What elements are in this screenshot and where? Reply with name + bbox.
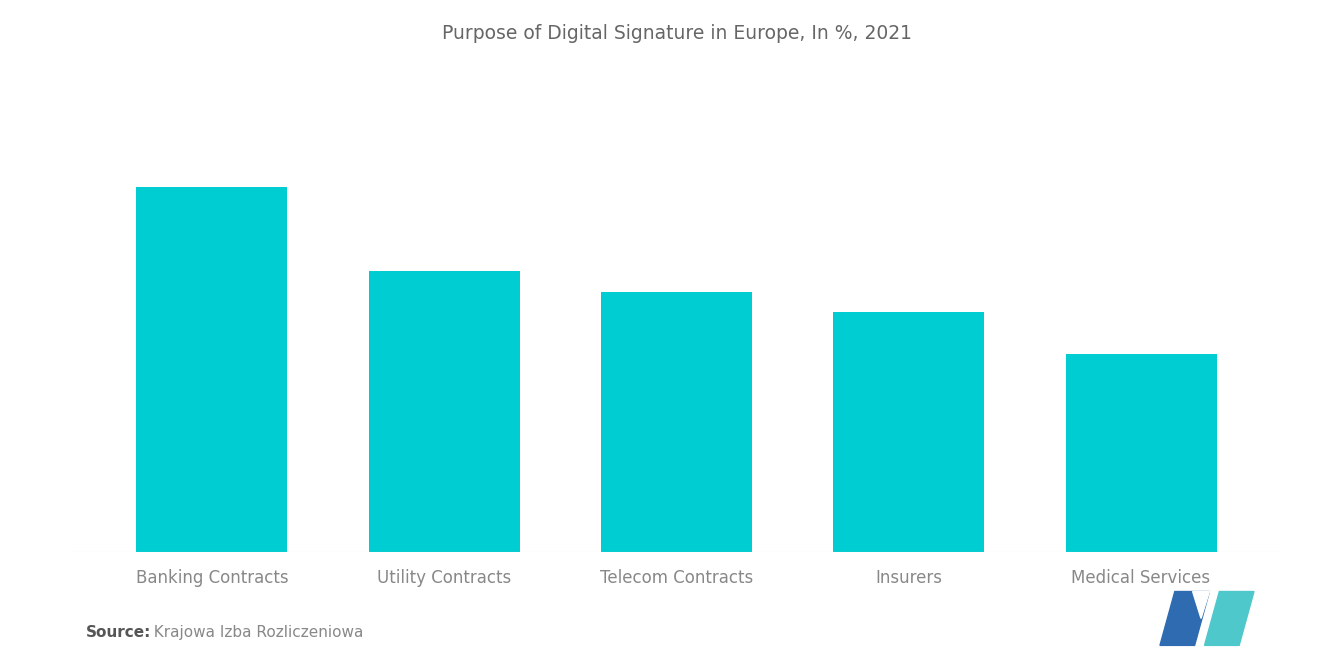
- Text: Krajowa Izba Rozliczeniowa: Krajowa Izba Rozliczeniowa: [144, 624, 363, 640]
- Text: Source:: Source:: [86, 624, 152, 640]
- Bar: [136, 188, 288, 552]
- Bar: [368, 271, 520, 552]
- Bar: [833, 313, 985, 552]
- Polygon shape: [1193, 592, 1209, 618]
- Bar: [1065, 354, 1217, 552]
- Polygon shape: [1160, 592, 1209, 645]
- Title: Purpose of Digital Signature in Europe, In %, 2021: Purpose of Digital Signature in Europe, …: [441, 24, 912, 43]
- Polygon shape: [1204, 592, 1254, 645]
- Bar: [601, 291, 752, 552]
